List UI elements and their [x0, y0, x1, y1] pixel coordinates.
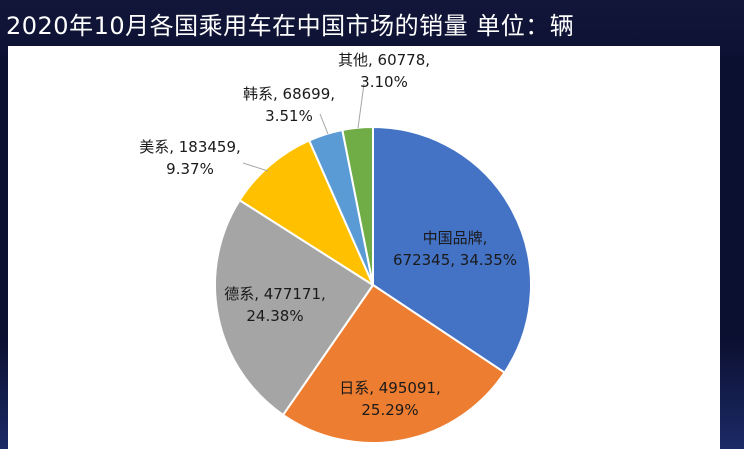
pie-slice-2 [214, 198, 375, 417]
data-label-line1: 韩系, 68699, [243, 85, 335, 103]
leader-lines [242, 83, 365, 172]
data-label-line2: 24.38% [246, 307, 303, 325]
data-label-line2: 9.37% [166, 160, 214, 178]
data-label-line2: 3.51% [265, 107, 313, 125]
pie-slice-3 [238, 139, 376, 288]
data-label-line1: 美系, 183459, [139, 138, 241, 156]
data-label-line1: 日系, 495091, [339, 379, 441, 397]
data-label-line2: 672345, 34.35% [393, 251, 517, 269]
data-label-4: 韩系, 68699, 3.51% [243, 85, 335, 125]
pie-slices [214, 125, 532, 444]
data-label-line1: 德系, 477171, [224, 285, 326, 303]
data-label-5: 其他, 60778, 3.10% [338, 51, 430, 91]
leader-line-4 [319, 113, 329, 135]
data-label-1: 日系, 495091, 25.29% [339, 379, 441, 419]
data-label-line2: 3.10% [360, 73, 408, 91]
data-label-line1: 其他, 60778, [338, 51, 430, 69]
data-labels: 中国品牌, 672345, 34.35% 日系, 495091, 25.29% 德系, … [139, 51, 517, 419]
leader-line-3 [242, 162, 269, 172]
data-label-3: 美系, 183459, 9.37% [139, 138, 241, 178]
chart-title: 2020年10月各国乘用车在中国市场的销量 单位：辆 [6, 12, 575, 40]
pie-slice-1 [281, 283, 506, 444]
leader-line-5 [357, 83, 365, 129]
data-label-0: 中国品牌, 672345, 34.35% [393, 229, 517, 269]
data-label-line1: 中国品牌, [423, 229, 488, 247]
data-label-2: 德系, 477171, 24.38% [224, 285, 326, 325]
data-label-line2: 25.29% [361, 401, 418, 419]
